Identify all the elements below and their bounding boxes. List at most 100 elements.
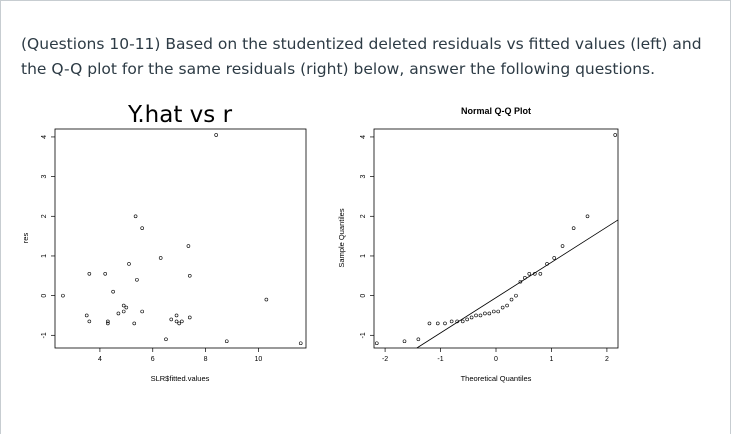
- left-y-tick-label: 2: [41, 214, 48, 218]
- right-x-axis-label: Theoretical Quantiles: [461, 374, 532, 383]
- left-data-point: [61, 293, 65, 298]
- left-y-tick-label: 3: [41, 175, 48, 179]
- right-data-point: [523, 275, 527, 280]
- right-data-point: [435, 321, 440, 326]
- left-data-point: [158, 256, 163, 260]
- right-data-point: [571, 226, 576, 230]
- right-data-point: [427, 321, 432, 326]
- right-data-point: [483, 311, 487, 316]
- left-data-point: [121, 303, 126, 308]
- qq-reference-line: [416, 219, 619, 349]
- right-data-point: [478, 313, 483, 318]
- left-data-point: [177, 321, 181, 326]
- right-data-point: [514, 293, 518, 298]
- left-y-tick-label: 1: [41, 254, 48, 258]
- right-data-point: [585, 214, 590, 219]
- left-data-point: [180, 319, 184, 324]
- right-x-tick-label: -1: [437, 356, 443, 363]
- right-data-point: [455, 319, 459, 324]
- right-points: [374, 133, 618, 346]
- right-y-tick-label: 4: [360, 135, 367, 139]
- left-y-tick-label: 0: [41, 294, 48, 298]
- right-data-point: [460, 319, 465, 324]
- left-data-point: [127, 262, 131, 266]
- right-data-point: [552, 256, 557, 260]
- left-points: [61, 133, 303, 346]
- right-y-ticks: -1 0 1 2 3 4: [360, 135, 374, 338]
- right-data-point: [527, 272, 532, 276]
- left-data-point: [124, 305, 129, 310]
- right-data-point: [469, 315, 474, 320]
- left-data-point: [106, 321, 110, 326]
- left-data-point: [133, 214, 138, 219]
- right-data-point: [500, 305, 505, 310]
- left-y-ticks: -1 0 1 2 3 4: [41, 135, 55, 338]
- right-x-tick-label: -2: [382, 356, 388, 363]
- left-data-point: [87, 272, 92, 276]
- left-data-point: [140, 226, 144, 230]
- left-data-point: [187, 273, 192, 278]
- left-x-axis-label: SLR$fitted.values: [151, 374, 210, 383]
- right-plot-title: Normal Q-Q Plot: [461, 106, 531, 116]
- right-y-axis-label: Sample Quantiles: [337, 208, 346, 267]
- right-data-point: [449, 319, 454, 324]
- left-data-point: [169, 317, 174, 322]
- left-y-tick-label: 4: [41, 135, 48, 139]
- left-x-tick-label: 6: [151, 356, 155, 363]
- left-data-point: [121, 309, 126, 314]
- left-data-point: [135, 277, 139, 282]
- left-data-point: [132, 321, 137, 326]
- right-y-tick-label: 3: [360, 175, 367, 179]
- left-x-tick-label: 10: [255, 356, 263, 363]
- right-x-ticks: -2 -1 0 1 2: [382, 348, 609, 363]
- left-data-point: [164, 337, 168, 342]
- left-plot-title: Y.hat vs r: [127, 102, 233, 128]
- right-data-point: [465, 317, 469, 322]
- right-data-point: [402, 339, 407, 344]
- left-data-point: [214, 133, 218, 137]
- right-x-tick-label: 0: [494, 356, 498, 363]
- right-data-point: [509, 297, 514, 302]
- left-x-tick-label: 4: [98, 356, 102, 363]
- right-y-tick-label: 0: [360, 294, 367, 298]
- right-data-point: [416, 337, 421, 342]
- left-data-point: [140, 309, 144, 314]
- right-data-point: [518, 279, 523, 284]
- left-data-point: [87, 319, 92, 324]
- left-y-axis-label: res: [21, 233, 30, 244]
- left-data-point: [298, 341, 303, 346]
- left-y-tick-label: -1: [41, 332, 48, 338]
- right-data-point: [491, 309, 496, 314]
- right-data-point: [560, 244, 565, 248]
- right-data-point: [533, 272, 537, 276]
- left-data-point: [174, 313, 179, 318]
- right-data-point: [505, 303, 509, 308]
- residuals-vs-fitted-plot: Y.hat vs r SLR$fitted.values res 4 6 8 10 -…: [21, 102, 307, 383]
- normal-qq-plot: Normal Q-Q Plot Theoretical Quantiles Sa…: [337, 106, 619, 383]
- left-data-point: [116, 311, 121, 316]
- left-x-ticks: 4 6 8 10: [98, 348, 262, 363]
- right-data-point: [613, 133, 618, 137]
- right-data-point: [538, 272, 543, 276]
- left-data-point: [106, 319, 110, 324]
- left-data-point: [84, 313, 89, 318]
- right-data-point: [443, 321, 447, 326]
- right-y-tick-label: 1: [360, 254, 367, 258]
- right-plot-box: [373, 128, 619, 349]
- right-y-tick-label: -1: [360, 332, 367, 338]
- right-data-point: [496, 309, 501, 314]
- left-data-point: [187, 315, 192, 320]
- left-plot-box: [54, 128, 307, 349]
- left-data-point: [264, 297, 269, 302]
- left-data-point: [174, 319, 179, 324]
- question-text: (Questions 10-11) Based on the studentiz…: [21, 35, 702, 78]
- right-y-tick-label: 2: [360, 214, 367, 218]
- left-data-point: [111, 289, 115, 294]
- left-data-point: [103, 272, 107, 276]
- right-data-point: [545, 262, 549, 266]
- right-data-point: [487, 311, 492, 316]
- left-data-point: [186, 244, 191, 248]
- right-data-point: [374, 341, 379, 346]
